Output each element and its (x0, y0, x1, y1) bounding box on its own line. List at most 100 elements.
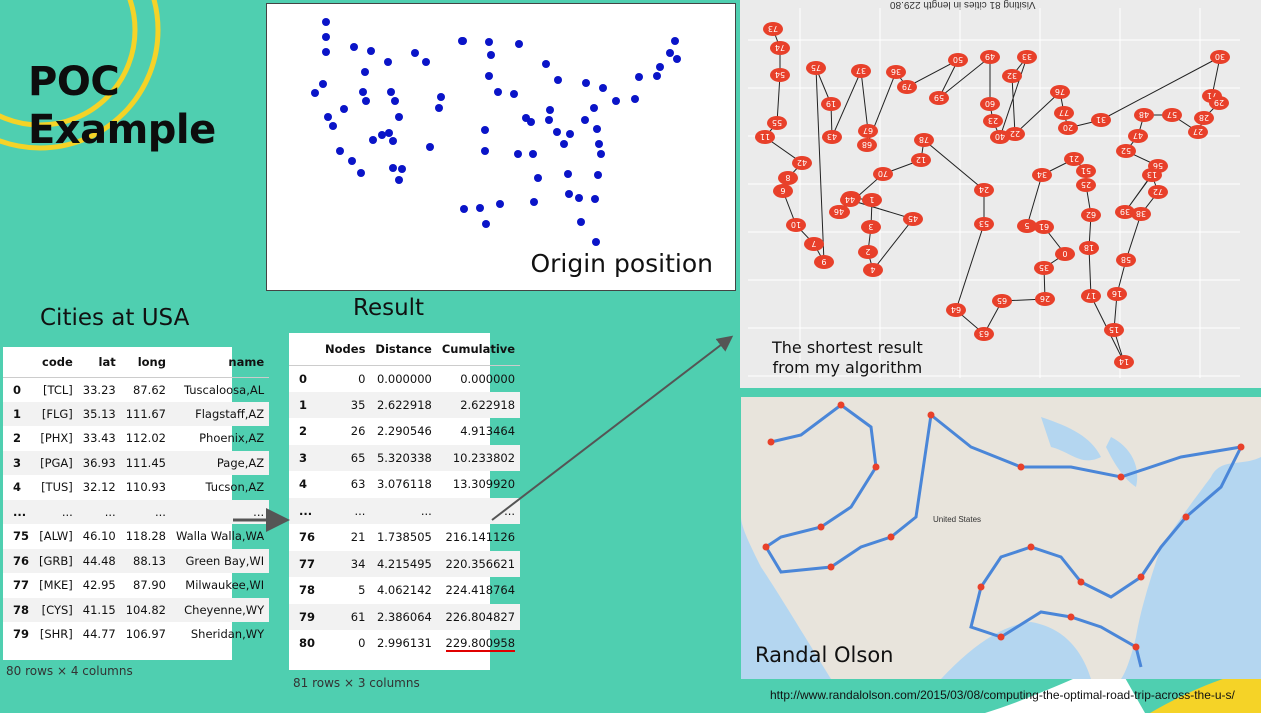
cell-code: [TCL] (43, 382, 73, 397)
city-dot (389, 137, 397, 145)
city-dot (391, 97, 399, 105)
tour-node-label: 75 (811, 63, 821, 72)
tour-node-label: 5 (1024, 221, 1029, 230)
cell-nodes: 35 (320, 391, 371, 418)
row-index: 2 (13, 431, 22, 446)
tour-node: 64 (946, 303, 966, 317)
cell-long: 110.93 (125, 480, 166, 495)
map-pin (762, 543, 770, 551)
cell-distance: 2.622918 (370, 391, 437, 418)
tour-node: 6 (773, 184, 793, 198)
cell-nodes: 5 (358, 583, 366, 598)
tour-node-label: 42 (797, 158, 807, 167)
table-row: ............ (289, 497, 521, 524)
city-dot (322, 33, 330, 41)
tour-node-label: 7 (811, 239, 816, 248)
city-dot (534, 174, 542, 182)
row-index: 3 (289, 444, 321, 471)
tour-node-label: 32 (1007, 71, 1017, 80)
tour-node-label: 24 (979, 185, 989, 194)
city-dot (514, 150, 522, 158)
map-pin (927, 411, 935, 419)
cell-name: Walla Walla,WA (175, 529, 265, 544)
tour-node-label: 57 (1167, 110, 1177, 119)
map-pin (767, 438, 775, 446)
tour-node: 52 (1116, 144, 1136, 158)
city-dot (527, 118, 535, 126)
cell-long: 118.28 (125, 529, 166, 544)
tour-node-label: 63 (979, 329, 989, 338)
city-dot (671, 37, 679, 45)
cell-long: 104.82 (120, 597, 171, 622)
tour-node-label: 58 (1121, 255, 1131, 264)
city-dot (592, 238, 600, 246)
tour-node-label: 48 (1139, 110, 1149, 119)
table-header-row: code lat long name (3, 347, 270, 377)
tour-node: 63 (974, 327, 994, 341)
tour-node: 46 (829, 205, 849, 219)
city-dot (530, 198, 538, 206)
city-dot (510, 90, 518, 98)
tour-node-label: 1 (869, 195, 874, 204)
tour-node: 14 (1114, 355, 1134, 369)
city-dot (485, 72, 493, 80)
tour-node: 77 (1054, 106, 1074, 120)
tour-node: 23 (983, 114, 1003, 128)
result-row-count: 81 rows × 3 columns (293, 676, 420, 690)
map-pin (1017, 463, 1025, 471)
row-index: 77 (289, 550, 321, 577)
tour-node-label: 73 (768, 24, 778, 33)
tour-node-label: 52 (1121, 146, 1131, 155)
source-url[interactable]: http://www.randalolson.com/2015/03/08/co… (770, 688, 1235, 702)
cell-lat: 33.43 (82, 431, 116, 446)
tour-node-label: 29 (1214, 98, 1224, 107)
tour-node-label: 76 (1055, 87, 1065, 96)
tour-node: 2 (858, 245, 878, 259)
tour-node: 60 (980, 97, 1000, 111)
tour-node: 28 (1194, 111, 1214, 125)
city-dot (481, 147, 489, 155)
tour-node-label: 65 (997, 296, 1007, 305)
city-dot (546, 106, 554, 114)
city-dot (437, 93, 445, 101)
cell-lat: ... (77, 499, 121, 524)
tour-node-label: 60 (985, 99, 995, 108)
title-line-1: POC (28, 59, 120, 105)
tour-node: 20 (1058, 121, 1078, 135)
cell-cumulative: 216.141126 (445, 530, 516, 545)
tour-node-label: 56 (1153, 161, 1163, 170)
column-header: Nodes (325, 341, 366, 356)
tour-plot: 7374545511428610797519433767683679505949… (748, 8, 1240, 378)
tour-node: 0 (1055, 247, 1075, 261)
cell-name: Phoenix,AZ (199, 431, 265, 446)
tour-node-label: 25 (1081, 180, 1091, 189)
map-pin (827, 563, 835, 571)
tour-node-label: 46 (834, 207, 844, 216)
tour-node-label: 21 (1069, 154, 1079, 163)
tour-node: 58 (1116, 253, 1136, 267)
map-pin (817, 523, 825, 531)
tour-node: 53 (974, 217, 994, 231)
cell-code: [SHR] (39, 627, 73, 642)
map-pin (1237, 443, 1245, 451)
table-row: 79 [SHR] 44.77 106.97 Sheridan,WY (3, 622, 269, 647)
cell-lat: 44.77 (82, 627, 116, 642)
road-trip-map-panel: United States Randal Olson (741, 397, 1261, 679)
city-dot (597, 150, 605, 158)
tour-node: 25 (1076, 178, 1096, 192)
tour-node: 29 (1209, 96, 1229, 110)
cell-long: 106.97 (125, 627, 166, 642)
city-dot (496, 200, 504, 208)
tour-node-label: 79 (902, 82, 912, 91)
cell-cumulative: 0.000000 (460, 371, 516, 386)
cell-code: [ALW] (39, 529, 73, 544)
cell-cumulative: 229.800958 (437, 630, 520, 657)
cell-lat: 41.15 (77, 597, 121, 622)
tour-node: 19 (821, 97, 841, 111)
tour-node-label: 16 (1112, 289, 1122, 298)
row-index: 0 (13, 382, 22, 397)
city-dot (560, 140, 568, 148)
cell-cumulative: ... (436, 497, 521, 524)
row-index: 1 (3, 401, 35, 426)
city-dot (590, 104, 598, 112)
